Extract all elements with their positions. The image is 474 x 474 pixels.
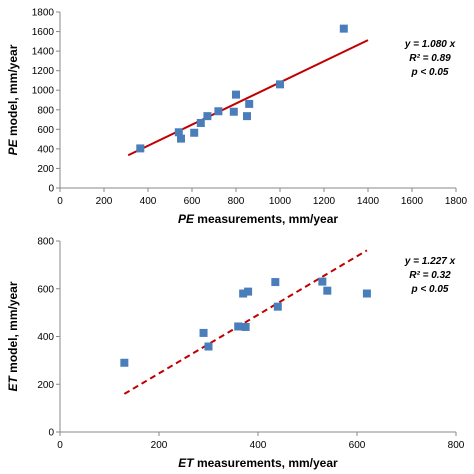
x-axis-label-rest: measurements, mm/year — [194, 212, 338, 226]
x-axis-label: ET measurements, mm/year — [178, 456, 338, 470]
y-tick-label: 200 — [37, 164, 54, 175]
y-tick-label: 0 — [48, 184, 54, 195]
x-tick-label: 200 — [151, 440, 168, 451]
data-point — [120, 358, 129, 367]
regression-annotation: p < 0.05 — [411, 67, 449, 78]
regression-line — [123, 249, 368, 395]
data-point — [362, 289, 371, 298]
x-tick-label: 1400 — [357, 196, 380, 207]
regression-annotation: R² = 0.89 — [409, 53, 451, 64]
y-tick-label: 600 — [37, 125, 54, 136]
data-point — [271, 278, 280, 287]
x-axis-label-rest: measurements, mm/year — [194, 456, 338, 470]
x-tick-label: 0 — [57, 440, 63, 451]
data-point — [243, 112, 251, 121]
x-tick-label: 1000 — [269, 196, 292, 207]
data-point — [229, 107, 238, 116]
x-tick-label: 1200 — [313, 196, 336, 207]
y-tick-label: 1800 — [32, 8, 55, 19]
data-point — [245, 99, 254, 108]
y-axis-label: PE model, mm/year — [6, 44, 20, 155]
x-tick-label: 1600 — [401, 196, 424, 207]
data-point — [318, 277, 327, 286]
x-axis-label-italic: ET — [178, 456, 195, 470]
y-tick-label: 400 — [37, 332, 54, 343]
regression-line — [127, 39, 369, 157]
regression-annotation: p < 0.05 — [411, 284, 449, 295]
data-point — [244, 287, 253, 296]
chart-panel-1: 0 200 400 600 800 1000 1200 1400 1600 1800 0 200 400… — [6, 8, 468, 227]
x-axis-label: PE measurements, mm/year — [178, 212, 338, 226]
x-tick-label: 600 — [349, 440, 366, 451]
data-point — [177, 134, 185, 143]
y-tick-label: 600 — [37, 284, 54, 295]
x-tick-label: 400 — [140, 196, 157, 207]
x-tick-label: 600 — [184, 196, 201, 207]
x-tick-label: 800 — [448, 440, 465, 451]
data-point — [204, 342, 213, 351]
x-axis-label-italic: PE — [178, 212, 195, 226]
x-tick-label: 200 — [96, 196, 113, 207]
y-axis-label-rest: model, mm/year — [6, 281, 20, 376]
data-point — [232, 90, 240, 99]
data-point — [199, 328, 208, 337]
y-tick-label: 1000 — [32, 86, 55, 97]
y-axis-label-italic: ET — [6, 375, 20, 392]
data-point — [273, 302, 282, 311]
regression-annotation: y = 1.227 x — [404, 256, 456, 267]
y-tick-label: 800 — [37, 237, 54, 248]
y-tick-label: 400 — [37, 144, 54, 155]
data-point — [234, 322, 243, 331]
data-point — [174, 128, 183, 137]
data-point — [241, 322, 250, 331]
x-tick-label: 400 — [250, 440, 267, 451]
chart-panel-2: 0 200 400 600 800 0 200 400 600 800 y = 1.227 x R² … — [6, 237, 465, 471]
y-axis-label: ET model, mm/year — [6, 281, 20, 391]
y-tick-label: 1600 — [32, 27, 55, 38]
data-point — [239, 289, 248, 298]
data-point — [196, 118, 205, 127]
y-tick-label: 1400 — [32, 47, 55, 58]
regression-annotation: R² = 0.32 — [409, 270, 451, 281]
data-point — [136, 144, 145, 153]
x-tick-label: 0 — [57, 196, 63, 207]
y-axis-label-rest: model, mm/year — [6, 44, 20, 139]
y-tick-label: 200 — [37, 380, 54, 391]
regression-annotation: y = 1.080 x — [404, 39, 456, 50]
y-axis-label-italic: PE — [6, 138, 20, 155]
data-point — [339, 24, 348, 33]
y-tick-label: 800 — [37, 105, 54, 116]
data-point — [276, 80, 284, 89]
x-tick-label: 800 — [228, 196, 245, 207]
data-point — [214, 107, 223, 116]
y-tick-label: 1200 — [32, 66, 55, 77]
x-tick-label: 1800 — [445, 196, 468, 207]
data-point — [323, 286, 332, 295]
data-point — [190, 128, 199, 137]
data-point — [203, 112, 212, 121]
y-tick-label: 0 — [48, 428, 54, 439]
